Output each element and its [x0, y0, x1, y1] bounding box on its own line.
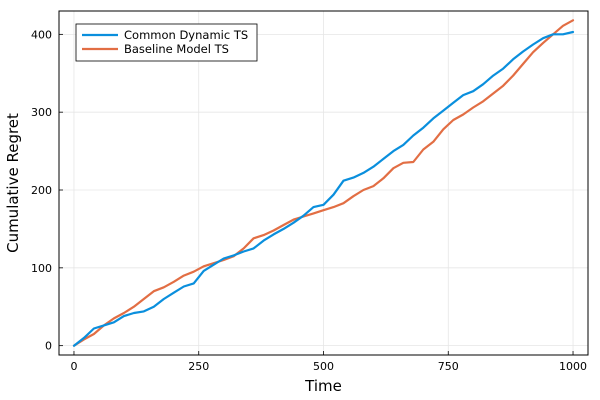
y-tick-label: 200 [31, 184, 52, 197]
y-tick-label: 400 [31, 28, 52, 41]
legend: Common Dynamic TS Baseline Model TS [75, 23, 258, 62]
x-tick-label: 750 [438, 360, 459, 373]
x-tick-label: 500 [313, 360, 334, 373]
y-tick-label: 100 [31, 262, 52, 275]
y-axis-title: Cumulative Regret [4, 113, 22, 253]
x-axis-title: Time [304, 377, 342, 395]
legend-box [75, 23, 258, 62]
x-tick-label: 250 [188, 360, 209, 373]
legend-label-baseline-model-ts: Baseline Model TS [124, 42, 229, 56]
x-tick-label: 1000 [559, 360, 587, 373]
y-axis-ticks: 0 100 200 300 400 [31, 28, 63, 353]
y-tick-label: 0 [45, 340, 52, 353]
x-axis-ticks: 0 250 500 750 1000 [70, 351, 587, 373]
series-layer [72, 19, 575, 347]
y-tick-label: 300 [31, 106, 52, 119]
x-tick-label: 0 [70, 360, 77, 373]
series-line-baseline-model-ts [72, 19, 575, 347]
legend-label-common-dynamic-ts: Common Dynamic TS [124, 28, 248, 42]
grid-lines [59, 11, 588, 355]
series-line-common-dynamic-ts [72, 30, 575, 347]
